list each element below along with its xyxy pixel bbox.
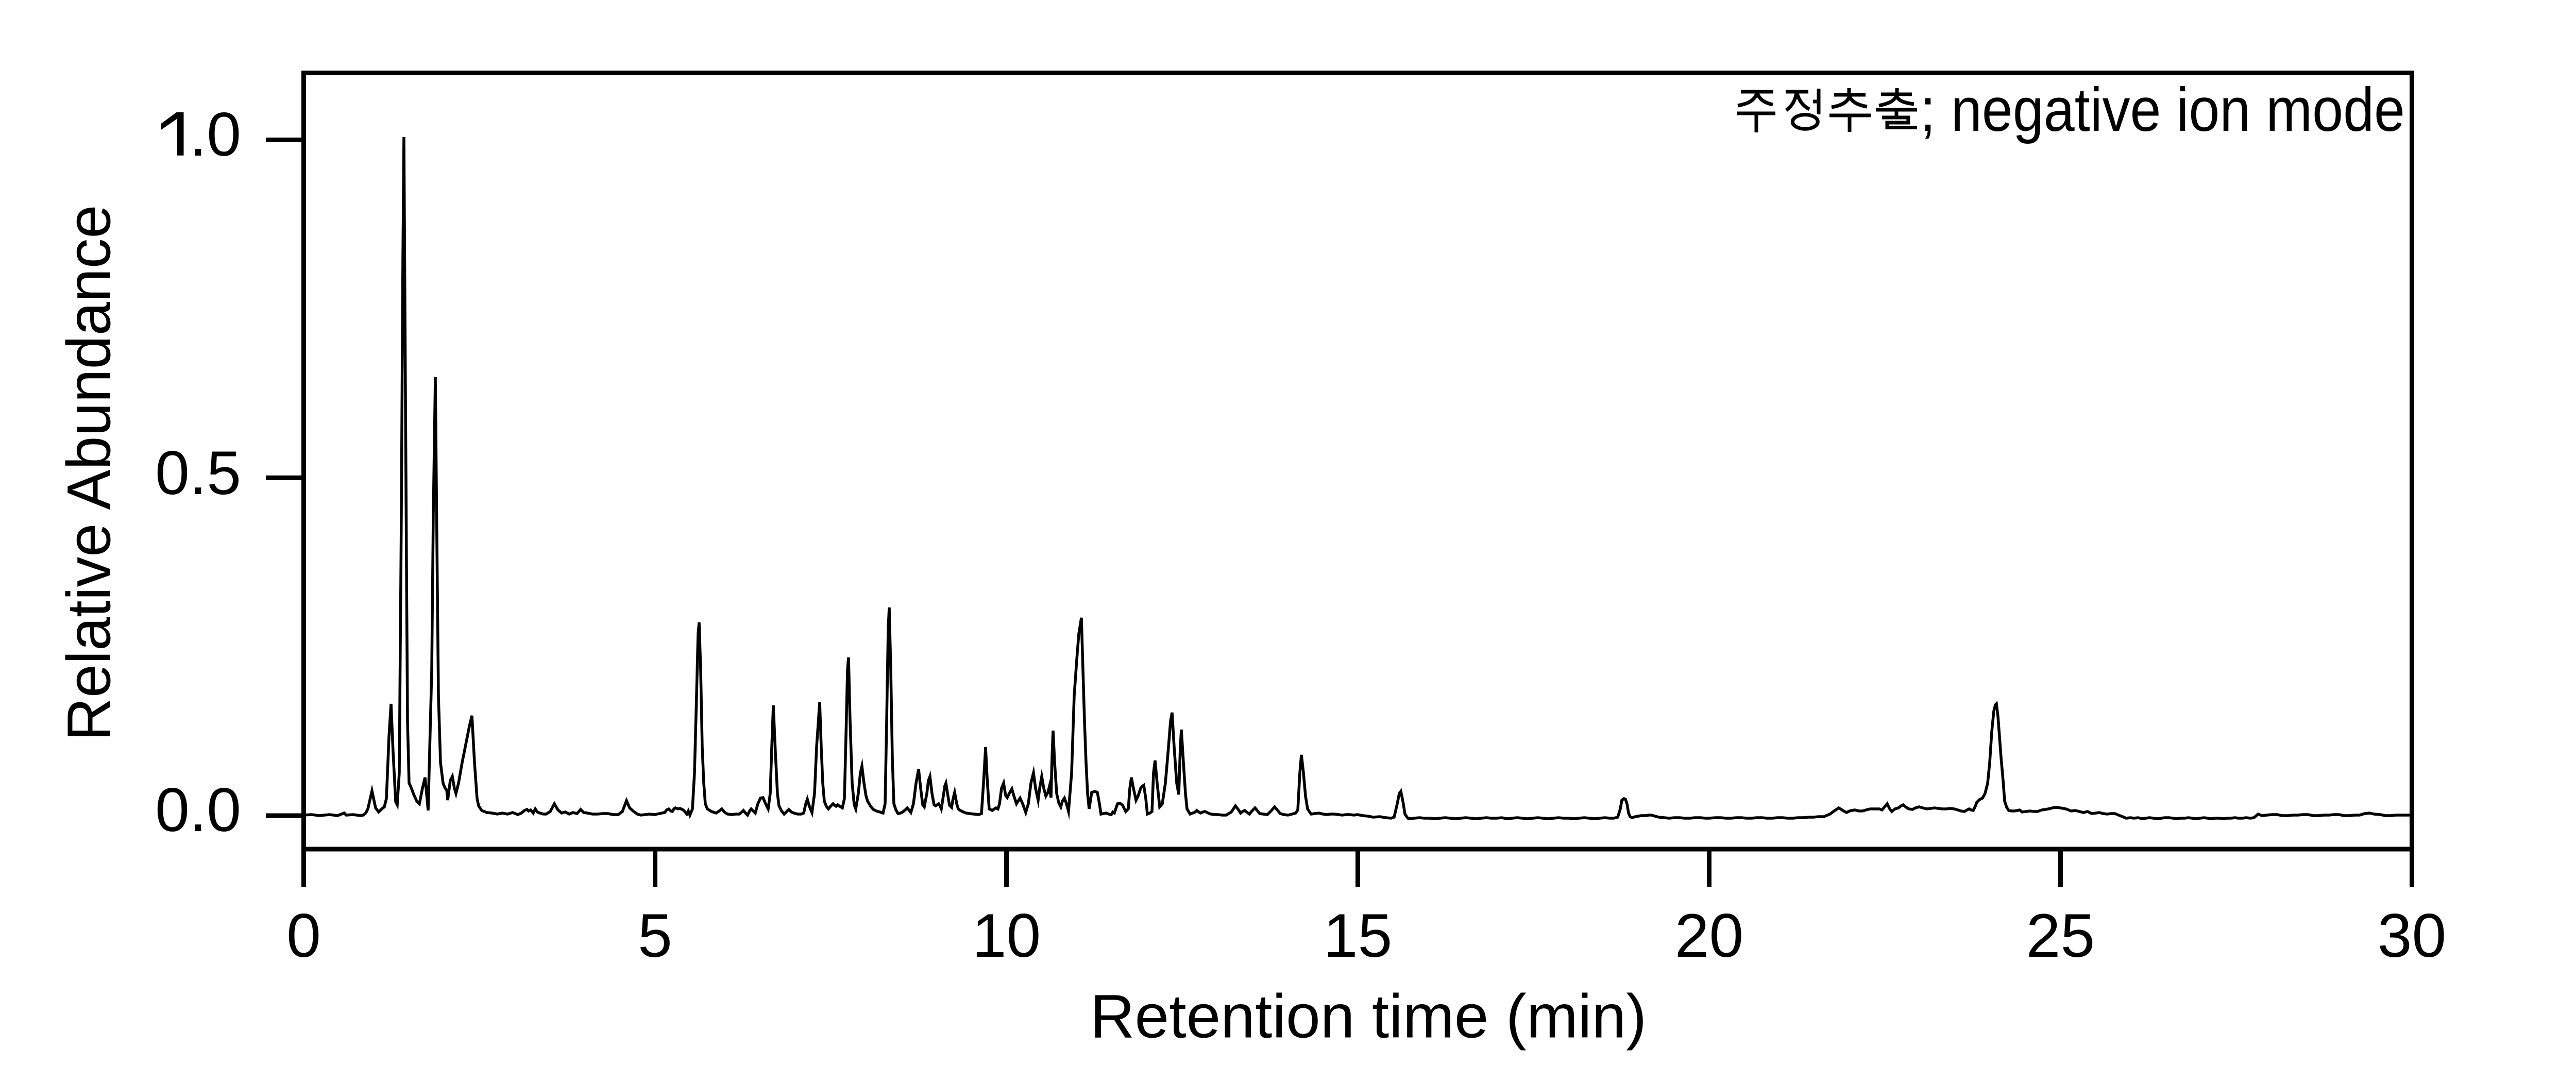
svg-text:0.5: 0.5 [155,438,241,508]
svg-text:0.0: 0.0 [155,775,241,844]
svg-text:Relative Abundance: Relative Abundance [55,205,124,741]
svg-text:20: 20 [1675,901,1743,970]
svg-text:Retention time (min): Retention time (min) [1090,982,1647,1051]
svg-text:; negative ion mode: ; negative ion mode [1920,75,2405,144]
svg-text:5: 5 [638,901,672,970]
svg-text:25: 25 [2026,901,2095,970]
svg-text:10: 10 [972,901,1041,970]
svg-text:30: 30 [2378,901,2446,970]
svg-text:0: 0 [286,901,321,970]
svg-text:.0: .0 [190,100,241,169]
svg-text:15: 15 [1324,901,1392,970]
